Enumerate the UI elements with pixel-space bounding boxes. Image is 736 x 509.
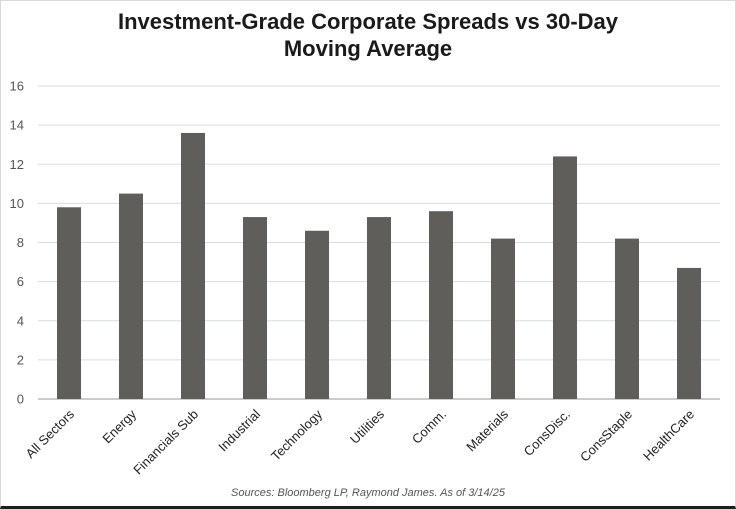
bar bbox=[243, 217, 267, 399]
x-tick-label: ConsStaple bbox=[577, 407, 635, 465]
bar bbox=[615, 238, 639, 399]
x-tick-label: All Sectors bbox=[23, 406, 78, 461]
bar bbox=[429, 211, 453, 399]
y-tick-label: 0 bbox=[17, 392, 24, 407]
bar bbox=[677, 267, 701, 399]
x-tick-label: HealthCare bbox=[640, 407, 697, 464]
x-tick-label: Materials bbox=[463, 406, 511, 454]
x-tick-label: Financials Sub bbox=[130, 407, 201, 478]
bar bbox=[367, 217, 391, 399]
y-tick-label: 10 bbox=[10, 196, 24, 211]
y-tick-label: 4 bbox=[17, 313, 24, 328]
bar bbox=[491, 238, 515, 399]
y-tick-label: 14 bbox=[10, 118, 24, 133]
bar bbox=[181, 132, 205, 399]
y-axis-ticks: 0 2 4 6 8 10 12 14 16 bbox=[10, 79, 24, 407]
x-tick-label: ConsDisc. bbox=[521, 407, 574, 460]
bars bbox=[57, 132, 701, 399]
chart-title: Investment-Grade Corporate Spreads vs 30… bbox=[0, 8, 736, 62]
y-tick-label: 8 bbox=[17, 235, 24, 250]
y-tick-label: 2 bbox=[17, 352, 24, 367]
bar bbox=[57, 207, 81, 399]
bar bbox=[305, 230, 329, 399]
bar bbox=[553, 156, 577, 399]
chart-title-line-2: Moving Average bbox=[283, 36, 453, 61]
x-tick-label: Technology bbox=[268, 406, 325, 463]
y-tick-label: 12 bbox=[10, 157, 24, 172]
x-tick-label: Comm. bbox=[409, 407, 449, 447]
y-tick-label: 6 bbox=[17, 274, 24, 289]
x-tick-label: Utilities bbox=[347, 406, 388, 447]
x-tick-label: Energy bbox=[99, 406, 139, 446]
source-note: Sources: Bloomberg LP, Raymond James. As… bbox=[231, 487, 505, 499]
y-tick-label: 16 bbox=[10, 79, 24, 94]
bar bbox=[119, 193, 143, 399]
chart-title-line-1: Investment-Grade Corporate Spreads vs 30… bbox=[117, 9, 619, 34]
x-tick-label: Industrial bbox=[215, 406, 263, 454]
